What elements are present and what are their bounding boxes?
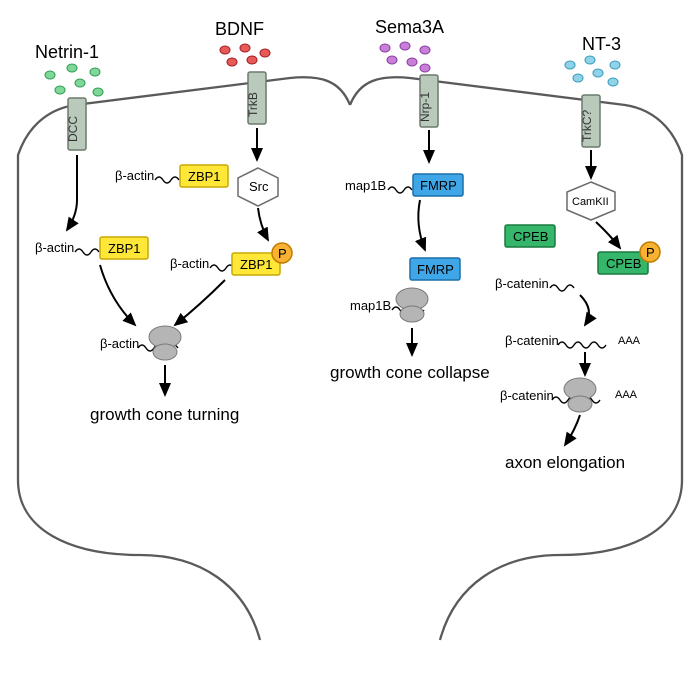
- nt3-label: NT-3: [582, 34, 621, 54]
- cpeb-label-2: CPEB: [606, 256, 641, 271]
- ribosome-bcat: [564, 378, 596, 412]
- camkii-label: CamKII: [572, 196, 609, 208]
- elongation-label: axon elongation: [505, 453, 625, 472]
- sema3a-dots: [380, 42, 430, 72]
- turning-label: growth cone turning: [90, 405, 239, 424]
- nrp1-receptor-label: Nrp-1: [418, 92, 432, 122]
- map1b-label-1: map1B: [345, 178, 386, 193]
- rna-squiggle-3: [210, 265, 234, 271]
- bdnf-dots: [220, 44, 270, 66]
- bactin-label-1: β-actin: [35, 240, 74, 255]
- zbp1-label-2: ZBP1: [188, 169, 221, 184]
- arrow-src-down: [258, 208, 268, 240]
- src-label: Src: [249, 179, 269, 194]
- bdnf-label: BDNF: [215, 19, 264, 39]
- ribosome-map1b: [396, 288, 428, 322]
- polyA-label-1: AAA: [618, 335, 641, 347]
- collapse-label: growth cone collapse: [330, 363, 490, 382]
- map1b-label-2: map1B: [350, 298, 391, 313]
- zbp1-label-3: ZBP1: [240, 257, 273, 272]
- bactin-label-2: β-actin: [115, 168, 154, 183]
- ribosome-bactin: [149, 326, 181, 360]
- nt3-dots: [565, 56, 620, 86]
- bcat-label-3: β-catenin: [500, 388, 554, 403]
- fmrp-label-1: FMRP: [420, 178, 457, 193]
- phos-cpeb-label: P: [646, 245, 655, 260]
- bactin-label-3: β-actin: [170, 256, 209, 271]
- rna-squiggle-1: [75, 249, 99, 255]
- arrow-bcat-elong: [565, 415, 580, 445]
- bactin-label-4: β-actin: [100, 336, 139, 351]
- rna-bcat-2: [558, 342, 606, 348]
- rna-squiggle-map1b-1: [388, 187, 412, 193]
- arrow-zbp1p-to-ribo: [175, 280, 225, 325]
- fmrp-label-2: FMRP: [417, 262, 454, 277]
- diagram-canvas: Netrin-1 DCC β-actin ZBP1 BDNF TrkB β-ac…: [0, 0, 700, 683]
- arrow-dcc-down: [67, 155, 77, 230]
- sema3a-label: Sema3A: [375, 17, 444, 37]
- rna-squiggle-2: [155, 177, 179, 183]
- bcat-label-2: β-catenin: [505, 333, 559, 348]
- phos-zbp1-label: P: [278, 246, 287, 261]
- zbp1-label-1: ZBP1: [108, 241, 141, 256]
- trkb-receptor-label: TrkB: [246, 92, 260, 117]
- arrow-zbp1-left-to-ribo: [100, 265, 135, 325]
- netrin1-dots: [45, 64, 103, 96]
- netrin1-label: Netrin-1: [35, 42, 99, 62]
- arrow-fmrp-release: [418, 200, 425, 250]
- trkc-receptor-label: TrkC?: [580, 109, 594, 142]
- bcat-label-1: β-catenin: [495, 276, 549, 291]
- arrow-camkii-down: [596, 222, 620, 248]
- rna-bcat-1: [550, 285, 574, 291]
- cell-outline: [18, 77, 682, 640]
- arrow-bcat-polyA: [580, 295, 589, 325]
- cpeb-label-1: CPEB: [513, 229, 548, 244]
- dcc-receptor-label: DCC: [66, 116, 80, 142]
- polyA-label-2: AAA: [615, 389, 638, 401]
